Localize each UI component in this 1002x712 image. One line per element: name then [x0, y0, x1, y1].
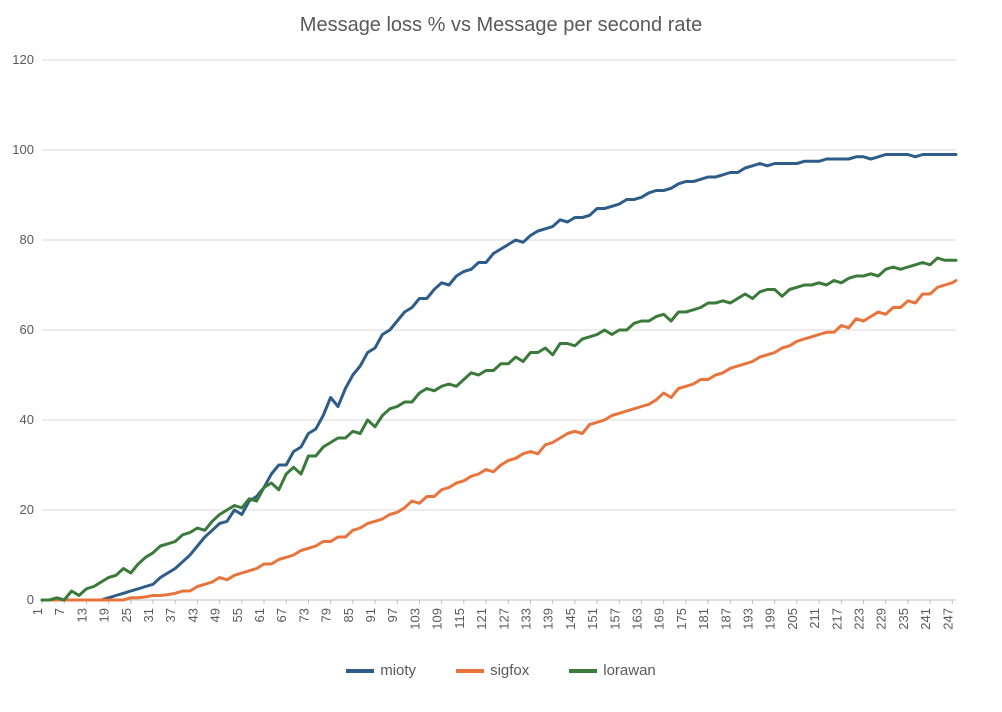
- x-tick-label: 37: [163, 608, 178, 622]
- x-tick-label: 247: [940, 608, 955, 630]
- legend-swatch: [569, 669, 597, 673]
- x-tick-label: 157: [607, 608, 622, 630]
- chart-plot: 0 20 40 60 80 100 120 17 13 19 25 31 37 43 49 55 61 67 73 7…: [2, 50, 996, 690]
- x-tick-label: 199: [763, 608, 778, 630]
- x-tick-label: 49: [208, 608, 223, 622]
- x-tick-label: 7: [52, 608, 67, 615]
- x-tick-label: 79: [319, 608, 334, 622]
- x-tick-label: 43: [185, 608, 200, 622]
- legend: mioty sigfox lorawan: [0, 662, 1002, 679]
- x-tick-label: 19: [97, 608, 112, 622]
- x-tick-label: 13: [74, 608, 89, 622]
- x-tick-label: 55: [230, 608, 245, 622]
- x-tick-label: 127: [496, 608, 511, 630]
- legend-swatch: [456, 669, 484, 673]
- y-tick-label: 120: [12, 52, 34, 67]
- x-tick-label: 145: [563, 608, 578, 630]
- x-tick-label: 97: [385, 608, 400, 622]
- x-tick-label: 31: [141, 608, 156, 622]
- x-tick-label: 133: [518, 608, 533, 630]
- x-tick-label: 217: [829, 608, 844, 630]
- y-tick-label: 0: [27, 592, 34, 607]
- legend-label: lorawan: [603, 662, 656, 679]
- x-tick-label: 193: [740, 608, 755, 630]
- x-tick-label: 73: [296, 608, 311, 622]
- legend-swatch: [346, 669, 374, 673]
- y-tick-label: 20: [20, 502, 34, 517]
- legend-item-sigfox: sigfox: [456, 662, 529, 679]
- x-tick-label: 205: [785, 608, 800, 630]
- x-tick-label: 109: [430, 608, 445, 630]
- x-tick-label: 235: [896, 608, 911, 630]
- chart-title: Message loss % vs Message per second rat…: [0, 14, 1002, 37]
- x-tick-label: 121: [474, 608, 489, 630]
- x-tick-label: 181: [696, 608, 711, 630]
- x-tick-label: 187: [718, 608, 733, 630]
- x-tick-label: 91: [363, 608, 378, 622]
- chart-container: Message loss % vs Message per second rat…: [0, 0, 1002, 712]
- y-tick-label: 80: [20, 232, 34, 247]
- legend-label: mioty: [380, 662, 416, 679]
- series-sigfox: [42, 281, 956, 601]
- x-tick-label: 67: [274, 608, 289, 622]
- x-tick-label: 103: [407, 608, 422, 630]
- y-tick-label: 40: [20, 412, 34, 427]
- series-lorawan: [42, 258, 956, 600]
- legend-label: sigfox: [490, 662, 529, 679]
- x-tick-label: 223: [851, 608, 866, 630]
- x-tick-label: 163: [629, 608, 644, 630]
- legend-item-lorawan: lorawan: [569, 662, 656, 679]
- legend-item-mioty: mioty: [346, 662, 416, 679]
- x-tick-label: 241: [918, 608, 933, 630]
- y-tick-label: 100: [12, 142, 34, 157]
- x-tick-label: 139: [541, 608, 556, 630]
- x-tick-label: 61: [252, 608, 267, 622]
- series-mioty: [42, 155, 956, 601]
- x-tick-label: 25: [119, 608, 134, 622]
- x-tick-label: 175: [674, 608, 689, 630]
- x-tick-label: 169: [652, 608, 667, 630]
- x-tick-label: 85: [341, 608, 356, 622]
- x-tick-label: 211: [807, 608, 822, 629]
- y-tick-label: 60: [20, 322, 34, 337]
- x-tick-label: 151: [585, 608, 600, 630]
- x-tick-label: 229: [874, 608, 889, 630]
- x-tick-label: 115: [452, 608, 467, 629]
- x-tick-label: 1: [30, 608, 45, 615]
